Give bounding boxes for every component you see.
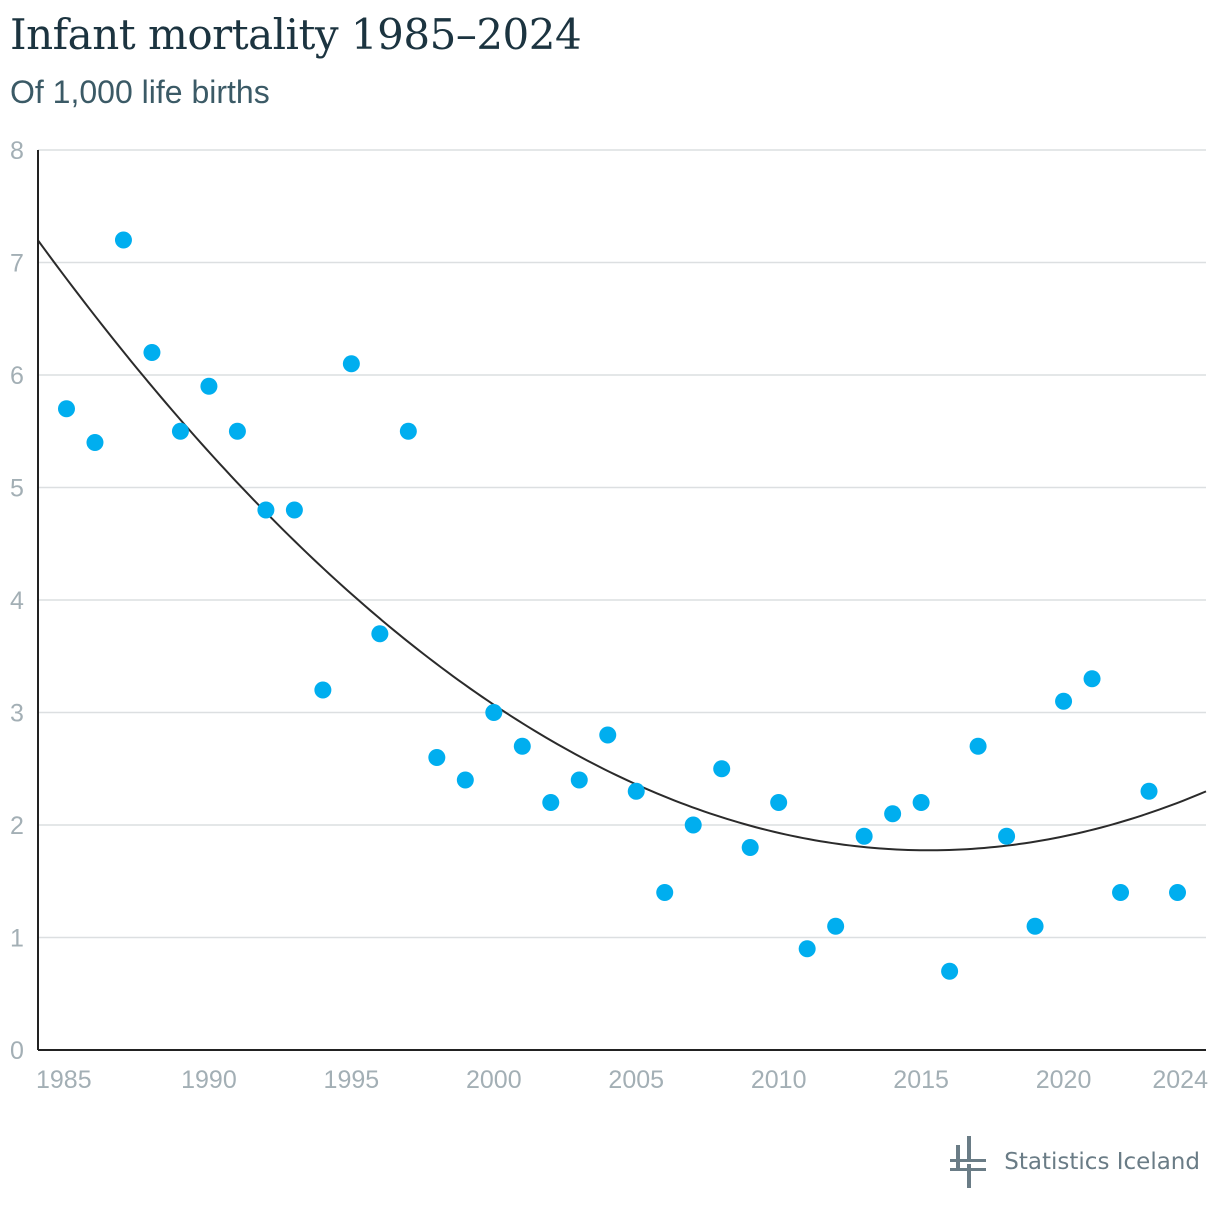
data-point-2004 — [599, 726, 617, 744]
y-tick-label: 6 — [10, 362, 24, 390]
y-tick-label: 8 — [10, 137, 24, 165]
data-point-1996 — [371, 625, 389, 643]
data-point-2021 — [1083, 670, 1101, 688]
x-tick-label: 2020 — [1036, 1066, 1092, 1094]
data-point-2023 — [1140, 782, 1158, 800]
x-tick-label: 2024 — [1152, 1066, 1208, 1094]
data-point-2009 — [741, 839, 759, 856]
data-point-1985 — [57, 400, 75, 418]
y-tick-label: 7 — [10, 250, 24, 278]
brand-name: Statistics Iceland — [1004, 1149, 1200, 1175]
data-point-2014 — [884, 805, 902, 823]
brand-logo: Statistics Iceland — [950, 1136, 1200, 1188]
data-point-2001 — [513, 737, 531, 755]
data-point-2013 — [855, 827, 873, 845]
x-axis-labels: 1985 1990 1995 2000 2005 2010 2015 2020 2024 — [36, 1066, 1208, 1094]
data-point-2010 — [770, 794, 788, 811]
data-point-2015 — [912, 794, 930, 811]
y-axis-labels: 0 1 2 3 4 5 6 7 8 — [10, 137, 24, 1065]
data-point-1998 — [428, 749, 446, 766]
data-point-2007 — [684, 816, 702, 834]
chart-subtitle: Of 1,000 life births — [10, 74, 270, 110]
x-tick-label: 1995 — [324, 1066, 380, 1094]
data-point-1990 — [200, 377, 218, 395]
y-tick-label: 4 — [10, 587, 24, 615]
data-point-2024 — [1169, 884, 1187, 901]
y-tick-label: 5 — [10, 475, 24, 503]
data-point-2006 — [656, 884, 674, 901]
data-point-2002 — [542, 794, 560, 811]
data-points — [57, 231, 1187, 980]
data-point-1988 — [143, 344, 161, 361]
data-point-2000 — [485, 704, 503, 721]
x-tick-label: 1990 — [181, 1066, 237, 1094]
x-tick-label: 2000 — [466, 1066, 522, 1094]
data-point-2020 — [1055, 692, 1073, 710]
x-tick-label: 2010 — [751, 1066, 807, 1094]
grid-lines — [38, 149, 1206, 939]
trend-line — [37, 239, 1207, 852]
data-point-1992 — [257, 501, 275, 519]
data-point-2016 — [941, 962, 959, 980]
statistics-iceland-logo-icon — [950, 1136, 987, 1188]
data-point-2008 — [713, 760, 731, 778]
data-point-2019 — [1026, 917, 1044, 935]
x-tick-label: 2005 — [608, 1066, 664, 1094]
data-point-2012 — [827, 917, 845, 935]
data-point-1994 — [314, 681, 332, 699]
data-point-1986 — [86, 434, 104, 451]
data-point-1997 — [399, 422, 417, 440]
data-point-1987 — [114, 231, 132, 249]
x-tick-label: 2015 — [893, 1066, 949, 1094]
data-point-2017 — [969, 737, 987, 755]
data-point-2003 — [570, 771, 588, 789]
data-point-1991 — [228, 422, 246, 440]
y-tick-label: 0 — [10, 1037, 24, 1065]
chart-title: Infant mortality 1985–2024 — [10, 10, 582, 59]
y-tick-label: 3 — [10, 700, 24, 728]
data-point-1989 — [171, 422, 189, 440]
data-point-2011 — [798, 940, 816, 958]
x-tick-label: 1985 — [36, 1066, 92, 1094]
data-point-1995 — [342, 355, 360, 373]
data-point-1993 — [285, 501, 303, 519]
data-point-2005 — [627, 782, 645, 800]
data-point-2022 — [1112, 884, 1130, 901]
y-tick-label: 1 — [10, 925, 24, 953]
y-tick-label: 2 — [10, 812, 24, 840]
data-point-1999 — [456, 771, 474, 789]
data-point-2018 — [998, 827, 1016, 845]
